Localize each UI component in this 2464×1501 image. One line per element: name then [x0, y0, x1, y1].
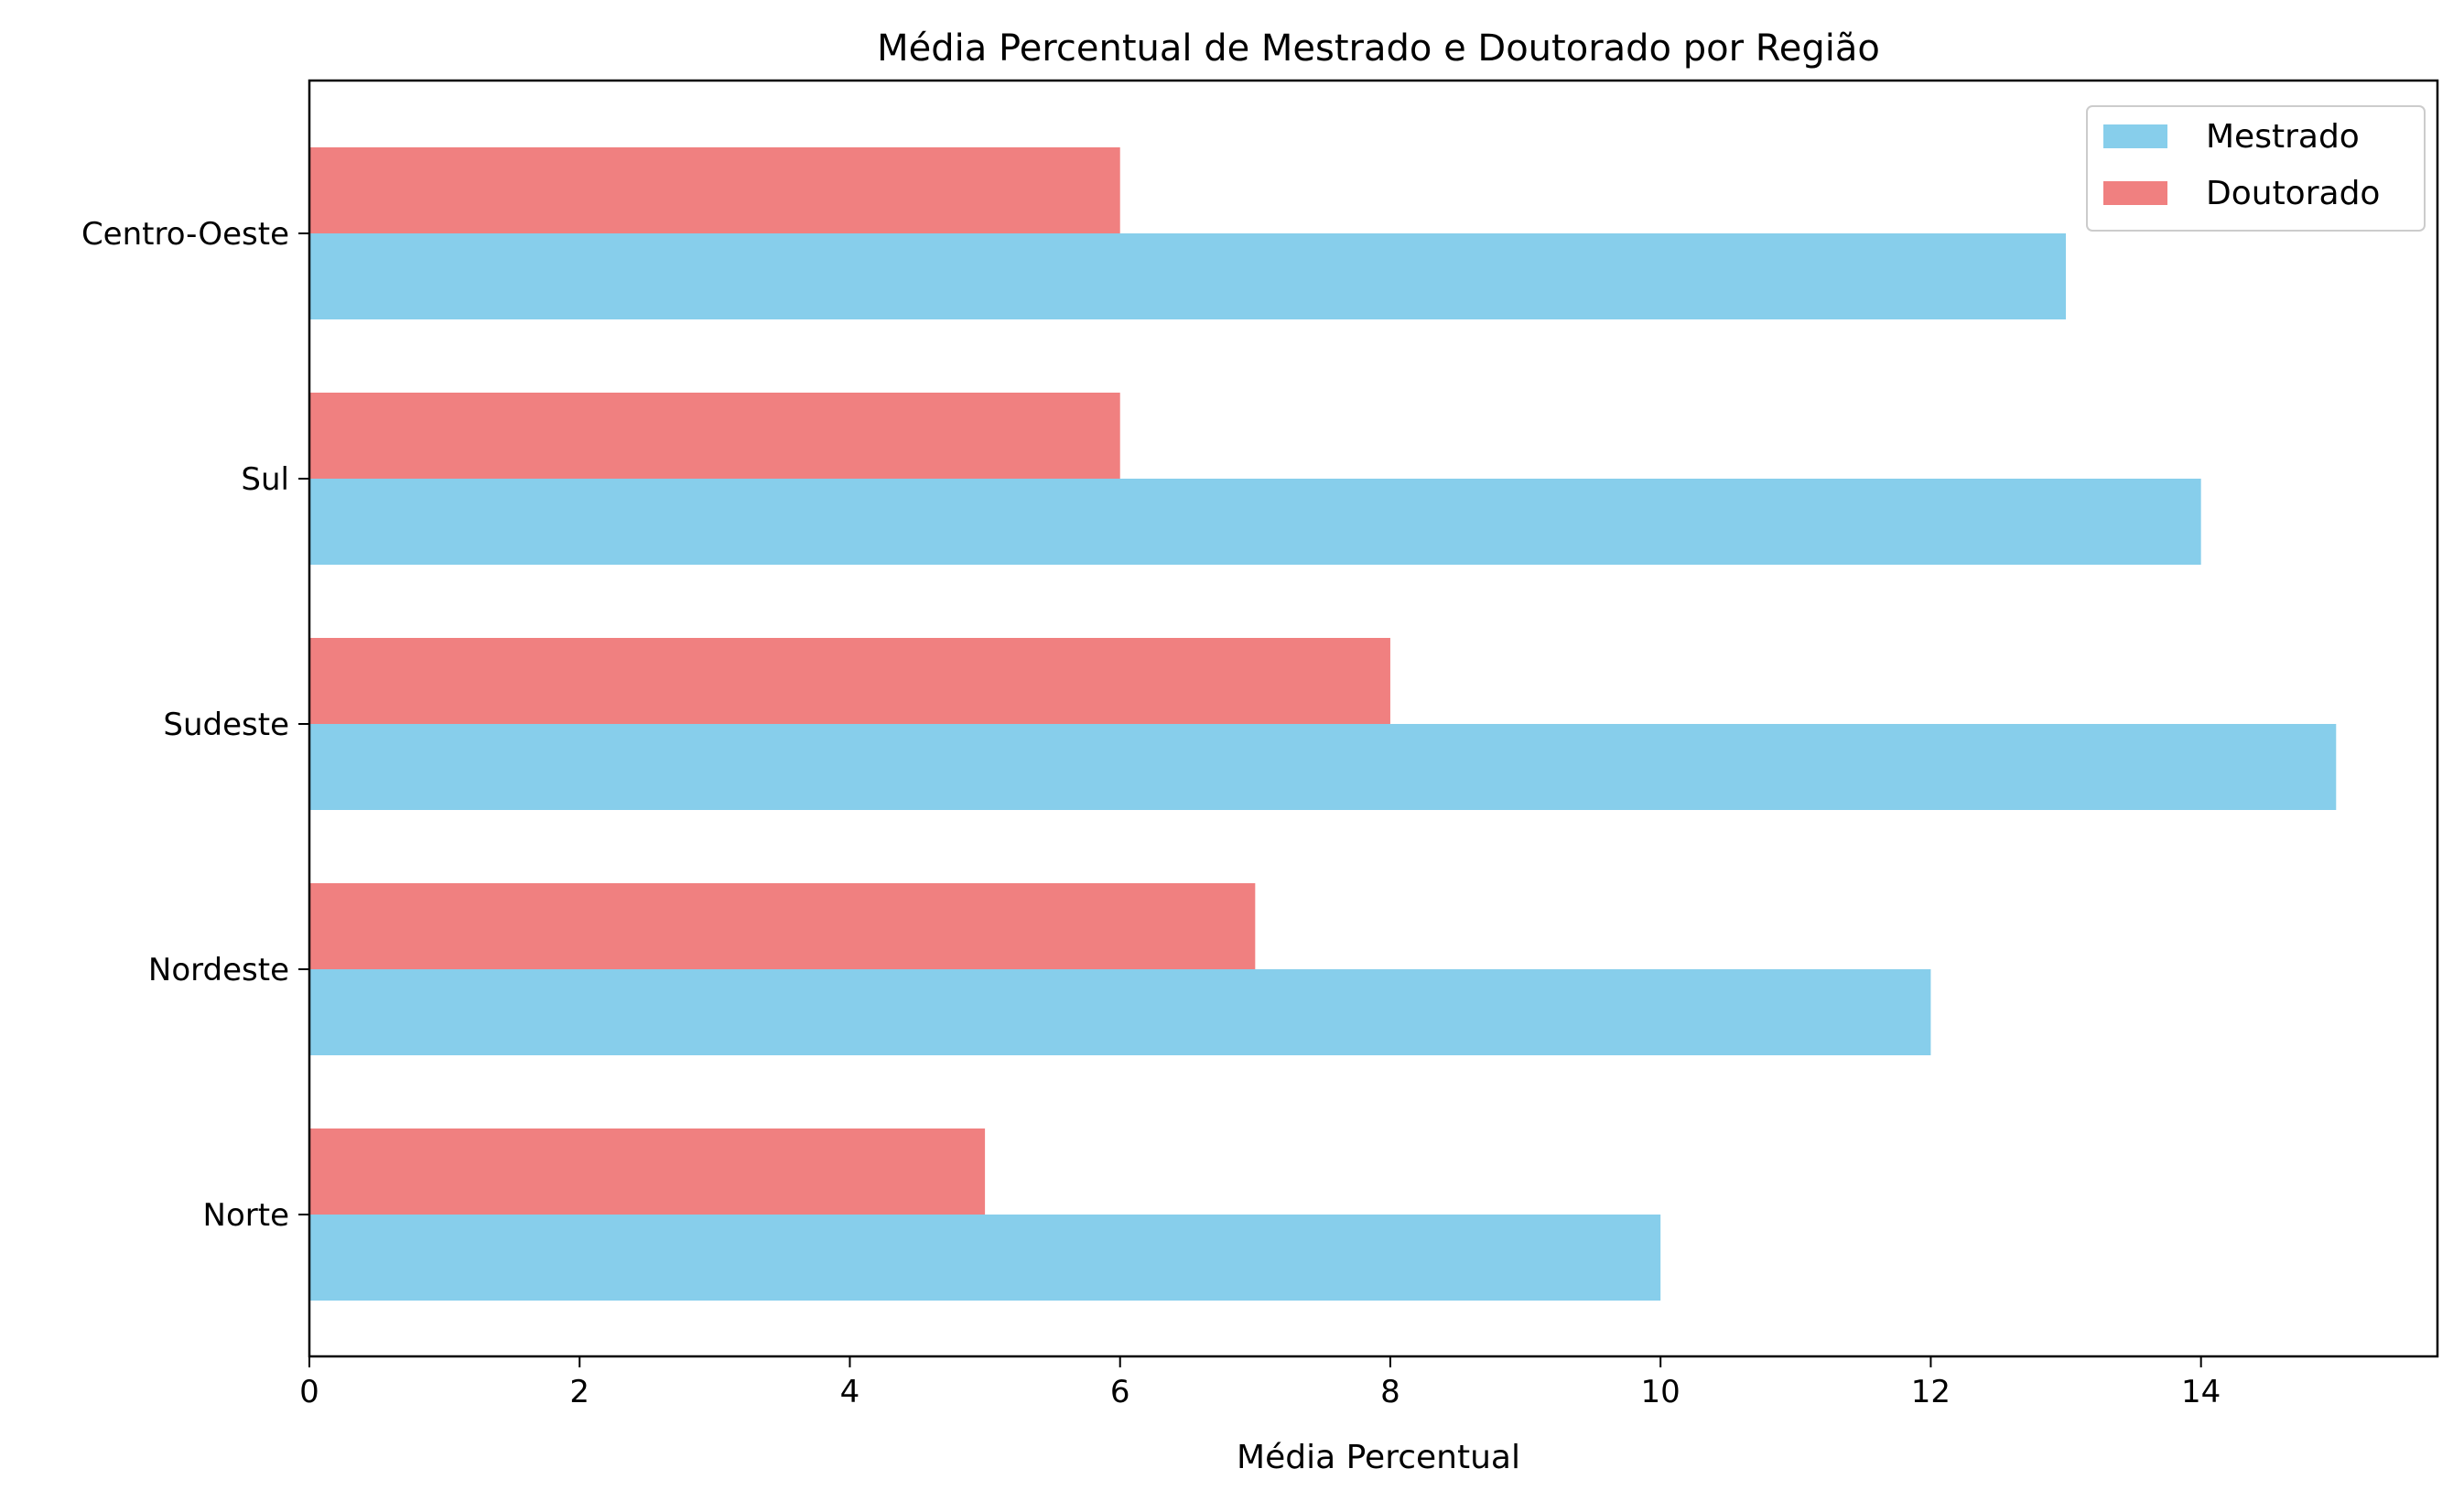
- bar-doutorado-nordeste: [309, 883, 1256, 969]
- y-tick-label: Sul: [241, 461, 289, 498]
- bar-mestrado-nordeste: [309, 969, 1931, 1055]
- x-tick-label: 2: [569, 1374, 589, 1410]
- bar-doutorado-centro-oeste: [309, 147, 1120, 233]
- legend-box: [2086, 105, 2426, 232]
- legend-label-mestrado: Mestrado: [2206, 118, 2360, 156]
- axes-group: 0 2 4 6 8 10 12 14 Norte Nordeste Sudeste Sul Centro…: [81, 79, 2439, 1410]
- bar-doutorado-sul: [309, 393, 1120, 479]
- y-tick-label: Norte: [203, 1197, 289, 1234]
- x-tick-label: 0: [299, 1374, 319, 1410]
- x-axis-label: Média Percentual: [1237, 1439, 1520, 1476]
- x-tick-label: 12: [1911, 1374, 1951, 1410]
- x-tick-label: 6: [1110, 1374, 1130, 1410]
- legend-swatch-doutorado: [2103, 181, 2167, 205]
- chart-title: Média Percentual de Mestrado e Doutorado…: [877, 27, 1880, 70]
- x-tick-label: 8: [1380, 1374, 1400, 1410]
- bar-doutorado-norte: [309, 1128, 986, 1215]
- y-tick-label: Centro-Oeste: [81, 216, 289, 253]
- legend-label-doutorado: Doutorado: [2206, 175, 2380, 212]
- y-tick-label: Sudeste: [163, 707, 289, 743]
- bar-mestrado-centro-oeste: [309, 233, 2067, 319]
- bar-mestrado-sudeste: [309, 724, 2337, 810]
- bar-mestrado-norte: [309, 1215, 1661, 1301]
- x-tick-label: 14: [2181, 1374, 2221, 1410]
- legend-swatch-mestrado: [2103, 124, 2167, 148]
- x-tick-label: 10: [1641, 1374, 1680, 1410]
- bar-mestrado-sul: [309, 479, 2201, 565]
- x-tick-label: 4: [840, 1374, 860, 1410]
- plot-frame: [308, 79, 2439, 1358]
- bar-doutorado-sudeste: [309, 638, 1390, 724]
- bars-group: [309, 147, 2337, 1301]
- legend: Mestrado Doutorado: [2086, 105, 2426, 232]
- y-tick-label: Nordeste: [148, 952, 289, 988]
